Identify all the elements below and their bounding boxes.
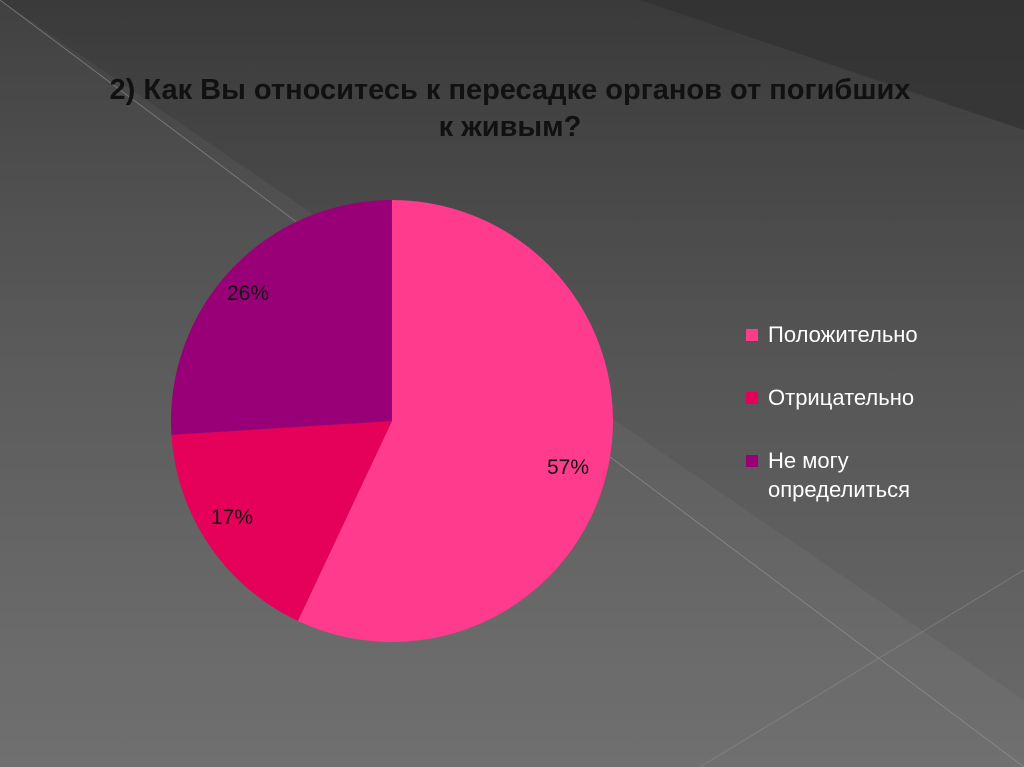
legend-swatch-3	[746, 455, 758, 467]
legend-item-2: Отрицательно	[746, 383, 986, 412]
legend-item-1: Положительно	[746, 320, 986, 349]
chart-title: 2) Как Вы относитесь к пересадке органов…	[109, 74, 911, 143]
data-label-3: 26%	[227, 282, 269, 305]
data-label-1: 57%	[547, 456, 589, 479]
legend-label-3: Не могу определиться	[768, 448, 911, 502]
pie-slice-3	[171, 200, 392, 435]
pie-slice-2	[171, 421, 392, 621]
legend-label-1: Положительно	[768, 322, 918, 347]
chart-legend: Положительно Отрицательно Не могу определи…	[746, 320, 986, 538]
data-label-2: 17%	[211, 506, 253, 529]
legend-item-3: Не могу определиться	[746, 446, 986, 504]
pie-slices	[171, 200, 614, 643]
pie-slice-1	[297, 200, 614, 643]
legend-swatch-2	[746, 392, 758, 404]
legend-swatch-1	[746, 329, 758, 341]
legend-label-2: Отрицательно	[768, 385, 915, 410]
pie-data-labels: 57% 17% 26%	[211, 282, 589, 529]
